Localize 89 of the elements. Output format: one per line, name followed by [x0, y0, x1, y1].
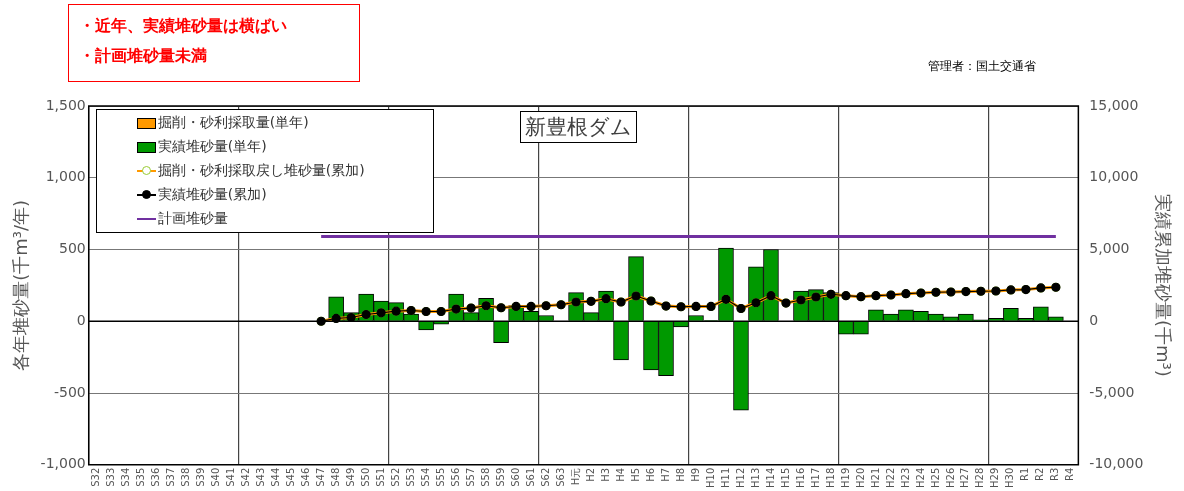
x-tick-label: H13 [749, 467, 761, 489]
x-tick-label: S38 [179, 467, 191, 487]
x-tick-label: S50 [359, 467, 371, 487]
y-tick-label: 0 [76, 311, 86, 328]
x-tick-label: H26 [944, 467, 956, 489]
y2-tick-label: 0 [1089, 311, 1099, 328]
y2-tick-label: 15,000 [1089, 96, 1139, 113]
x-tick-label: H17 [809, 467, 821, 489]
y2-tick-label: 5,000 [1089, 240, 1130, 257]
x-tick-label: S61 [524, 467, 536, 487]
x-tick-label: S43 [254, 467, 266, 487]
y2-tick-label: 10,000 [1089, 168, 1139, 185]
x-tick-label: H6 [644, 467, 656, 482]
x-tick-label: H30 [1004, 467, 1016, 489]
x-tick-label: H7 [659, 467, 671, 482]
x-tick-label: H23 [899, 467, 911, 489]
x-tick-label: S57 [464, 467, 476, 487]
x-tick-label: S59 [494, 467, 506, 487]
x-tick-label: S55 [434, 467, 446, 487]
x-tick-label: S54 [419, 467, 431, 487]
x-tick-label: S32 [89, 467, 101, 487]
x-tick-label: S40 [209, 467, 221, 487]
x-tick-label: R3 [1049, 467, 1061, 482]
x-tick-label: H24 [914, 467, 926, 489]
x-tick-label: H8 [674, 467, 686, 482]
x-tick-label: H18 [824, 467, 836, 489]
x-tick-label: H19 [839, 467, 851, 489]
x-tick-label: S35 [134, 467, 146, 487]
x-tick-label: R2 [1034, 467, 1046, 482]
legend-label: 実績堆砂量(単年) [157, 138, 267, 156]
y-axis-title: 各年堆砂量(千m³/年) [10, 199, 32, 371]
x-tick-label: S51 [374, 467, 386, 487]
x-tick-label: S39 [194, 467, 206, 487]
x-tick-label: S44 [269, 467, 281, 487]
x-tick-label: S60 [509, 467, 521, 487]
x-tick-label: H16 [794, 467, 806, 489]
legend-label: 掘削・砂利採取戻し堆砂量(累加) [157, 162, 365, 180]
text: ・計画堆砂量未満 [79, 45, 208, 67]
x-tick-label: S36 [149, 467, 161, 487]
x-tick-label: H3 [599, 467, 611, 482]
x-tick-label: H12 [734, 467, 746, 489]
x-tick-label: S41 [224, 467, 236, 487]
x-tick-label: S45 [284, 467, 296, 487]
x-tick-label: H15 [779, 467, 791, 489]
x-tick-label: H20 [854, 467, 866, 489]
x-tick-label: S58 [479, 467, 491, 487]
x-tick-label: H9 [689, 467, 701, 482]
y2-axis-title: 実績累加堆砂量(千m³) [1152, 193, 1174, 377]
y-tick-label: -1,000 [40, 455, 86, 472]
x-tick-label: S53 [404, 467, 416, 487]
x-tick-label: S47 [314, 467, 326, 487]
x-tick-label: H28 [974, 467, 986, 489]
x-tick-label: S42 [239, 467, 251, 487]
text: 管理者：国土交通省 [928, 58, 1036, 75]
x-tick-label: H29 [989, 467, 1001, 489]
legend-label: 実績堆砂量(累加) [157, 186, 267, 204]
x-tick-label: S33 [104, 467, 116, 487]
y-tick-label: -500 [53, 383, 86, 400]
y2-tick-label: -5,000 [1089, 383, 1135, 400]
x-tick-label: R4 [1064, 467, 1076, 482]
y-tick-label: 500 [59, 240, 86, 257]
x-tick-label: S49 [344, 467, 356, 487]
x-tick-label: H5 [629, 467, 641, 482]
x-tick-label: S63 [554, 467, 566, 487]
y2-tick-label: -10,000 [1089, 455, 1144, 472]
y-tick-label: 1,000 [45, 168, 86, 185]
x-tick-label: H22 [884, 467, 896, 489]
legend-label: 掘削・砂利採取量(単年) [157, 114, 309, 132]
x-tick-label: S46 [299, 467, 311, 487]
x-tick-label: R1 [1019, 467, 1031, 482]
x-tick-label: S62 [539, 467, 551, 487]
legend-label: 計画堆砂量 [157, 210, 228, 228]
x-tick-label: S52 [389, 467, 401, 487]
x-tick-label: S37 [164, 467, 176, 487]
chart-title: 新豊根ダム [519, 111, 637, 143]
x-tick-label: S56 [449, 467, 461, 487]
x-tick-label: H14 [764, 467, 776, 489]
x-tick-label: H25 [929, 467, 941, 489]
y-tick-label: 1,500 [45, 96, 86, 113]
x-tick-label: S34 [119, 467, 131, 487]
x-tick-label: H2 [584, 467, 596, 482]
x-tick-label: H4 [614, 467, 626, 482]
x-tick-label: H11 [719, 467, 731, 489]
x-tick-label: H元 [569, 467, 581, 486]
x-tick-label: S48 [329, 467, 341, 487]
text: ・近年、実績堆砂量は横ばい [79, 15, 288, 37]
x-tick-label: H10 [704, 467, 716, 489]
x-tick-label: H21 [869, 467, 881, 489]
x-tick-label: H27 [959, 467, 971, 489]
